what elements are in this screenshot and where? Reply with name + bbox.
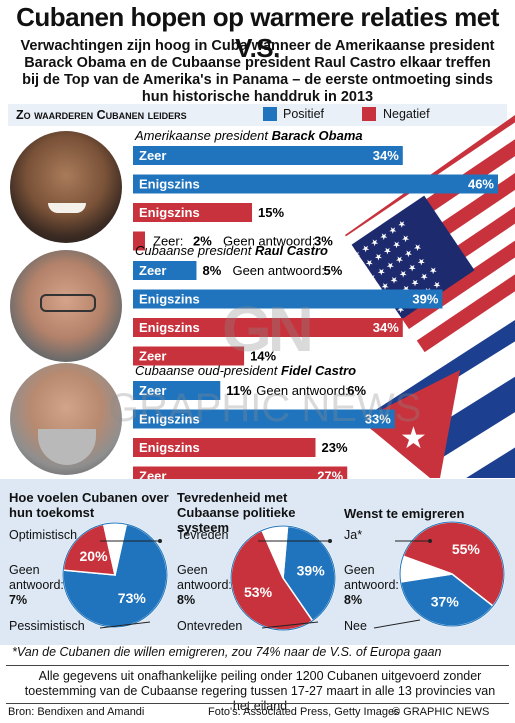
page-title: Cubanen hopen op warmere relaties met V.… (16, 2, 499, 63)
bar-2-1 (133, 409, 395, 429)
pie1-label-noanswer-2: antwoord: (9, 578, 64, 592)
bar-value-1-3: 14% (250, 349, 276, 364)
pie-leader-dot-1 (328, 539, 332, 543)
pie3-title: Wenst te emigreren (344, 506, 465, 521)
pie-1-outline (230, 525, 336, 631)
group-title-0: Amerikaanse president Barack Obama (134, 128, 363, 143)
bar-value-2-0: 11% (226, 383, 252, 398)
bar-value-1-2: 34% (373, 320, 399, 335)
bar-label-0-1: Enigszins (139, 177, 200, 192)
bar-label-0-2: Enigszins (139, 205, 200, 220)
no-answer-label-0: Geen antwoord: (223, 234, 316, 249)
group-title-2: Cubaanse oud-president Fidel Castro (135, 363, 356, 378)
bar-label-2-2: Enigszins (139, 440, 200, 455)
brand-credit: © GRAPHIC NEWS (392, 706, 490, 718)
divider-bottom (6, 703, 509, 704)
pie1-label-negative: Pessimistisch (9, 619, 85, 633)
pie-2-outline (399, 521, 505, 627)
no-answer-value-0: 3% (314, 234, 333, 249)
pie-0-value-0: 73% (118, 590, 147, 606)
pie2-title: Tevredenheid met Cubaanse politieke syst… (177, 490, 296, 535)
pie1-title: Hoe voelen Cubanen over hun toekomst (9, 490, 169, 520)
divider-top (6, 665, 509, 666)
barack-obama-photo (10, 131, 122, 243)
source-credit: Bron: Bendixen and Amandi (8, 706, 145, 718)
no-answer-value-1: 5% (323, 263, 342, 278)
pie-leader-line-3 (261, 621, 319, 629)
footnote: *Van de Cubanen die willen emigreren, zo… (12, 645, 442, 659)
fidel-castro-photo (10, 363, 122, 475)
bar-value-1-0: 8% (202, 263, 221, 278)
pie-1-value-1: 53% (244, 584, 273, 600)
raul-castro-photo (10, 250, 122, 362)
bar-label-1-0: Zeer (139, 263, 166, 278)
pie-1-value-0: 39% (297, 563, 326, 579)
pie3-label-noanswer-2: antwoord: (344, 578, 399, 592)
section-heading: Zo waarderen Cubanen leiders (16, 108, 187, 122)
bar-value-0-1: 46% (468, 177, 494, 192)
pie1-label-positive: Optimistisch (9, 528, 78, 542)
legend-negative-label: Negatief (383, 107, 430, 121)
watermark-text: GRAPHIC NEWS (108, 386, 422, 430)
pie3-label-no: Nee (344, 619, 367, 633)
bar-label-1-2: Enigszins (139, 320, 200, 335)
pie2-label-negative: Ontevreden (177, 619, 243, 633)
group-title-1: Cubaanse president Raul Castro (135, 243, 328, 258)
methodology-note: Alle gegevens uit onafhankelijke peiling… (24, 669, 496, 713)
legend-negative-swatch (362, 107, 376, 121)
pie3-label-noanswer-1: Geen (344, 563, 375, 577)
watermark-logo: GN (222, 293, 314, 365)
no-answer-label-2: Geen antwoord: (256, 383, 349, 398)
pie-leader-line-5 (373, 619, 421, 629)
bar-label-1-3: Zeer (139, 349, 166, 364)
pie-2-value-1: 37% (431, 594, 460, 610)
no-answer-value-2: 6% (347, 383, 366, 398)
pie-2-value-0: 55% (452, 541, 481, 557)
bar-2-2 (133, 438, 316, 457)
bar-0-0 (133, 146, 403, 165)
bar-1-0 (133, 261, 197, 280)
bar-label-1-1: Enigszins (139, 292, 200, 307)
pie-leader-line-1 (99, 621, 151, 629)
bar-0-3 (133, 231, 145, 251)
svg-text:★: ★ (400, 421, 427, 456)
pie3-label-yes: Ja* (344, 528, 363, 542)
pie1-label-noanswer-1: Geen (9, 563, 40, 577)
bar-value-0-2: 15% (258, 205, 284, 220)
legend-positive-label: Positief (283, 107, 324, 121)
pie-0-outline (62, 522, 168, 628)
bar-value-1-1: 39% (412, 292, 438, 307)
bar-1-3 (133, 346, 245, 366)
bar-1-1 (133, 289, 443, 309)
page-subtitle: Verwachtingen zijn hoog in Cuba wanneer … (20, 38, 495, 105)
bar-value-2-2: 23% (322, 440, 348, 455)
pie-0-value-1: 20% (80, 548, 109, 564)
bar-label-0-0: Zeer (139, 148, 166, 163)
bar-1-2 (133, 318, 403, 337)
bar-2-0 (133, 381, 221, 400)
bar-value-2-1: 33% (365, 412, 391, 427)
bar-value-0-3: 2% (193, 234, 212, 249)
bar-label-0-3: Zeer: (153, 234, 183, 249)
pie1-label-noanswer-3: 7% (9, 593, 28, 607)
no-answer-label-1: Geen antwoord: (232, 263, 325, 278)
section-header-band (8, 104, 507, 126)
bar-0-1 (133, 174, 498, 194)
pie-leader-dot-0 (158, 539, 162, 543)
bar-0-2 (133, 203, 253, 222)
pie-leader-dot-2 (428, 539, 432, 543)
pie2-label-positive: Tevreden (177, 528, 229, 542)
bar-label-2-1: Enigszins (139, 412, 200, 427)
photo-credit: Foto's: Associated Press, Getty Images (208, 706, 400, 718)
pie2-label-noanswer-1: Geen (177, 563, 208, 577)
legend-positive-swatch (263, 107, 277, 121)
pie2-label-noanswer-2: antwoord: (177, 578, 232, 592)
bar-label-2-0: Zeer (139, 383, 166, 398)
pie2-label-noanswer-3: 8% (177, 593, 196, 607)
bar-value-0-0: 34% (373, 148, 399, 163)
pie3-label-noanswer-3: 8% (344, 593, 363, 607)
